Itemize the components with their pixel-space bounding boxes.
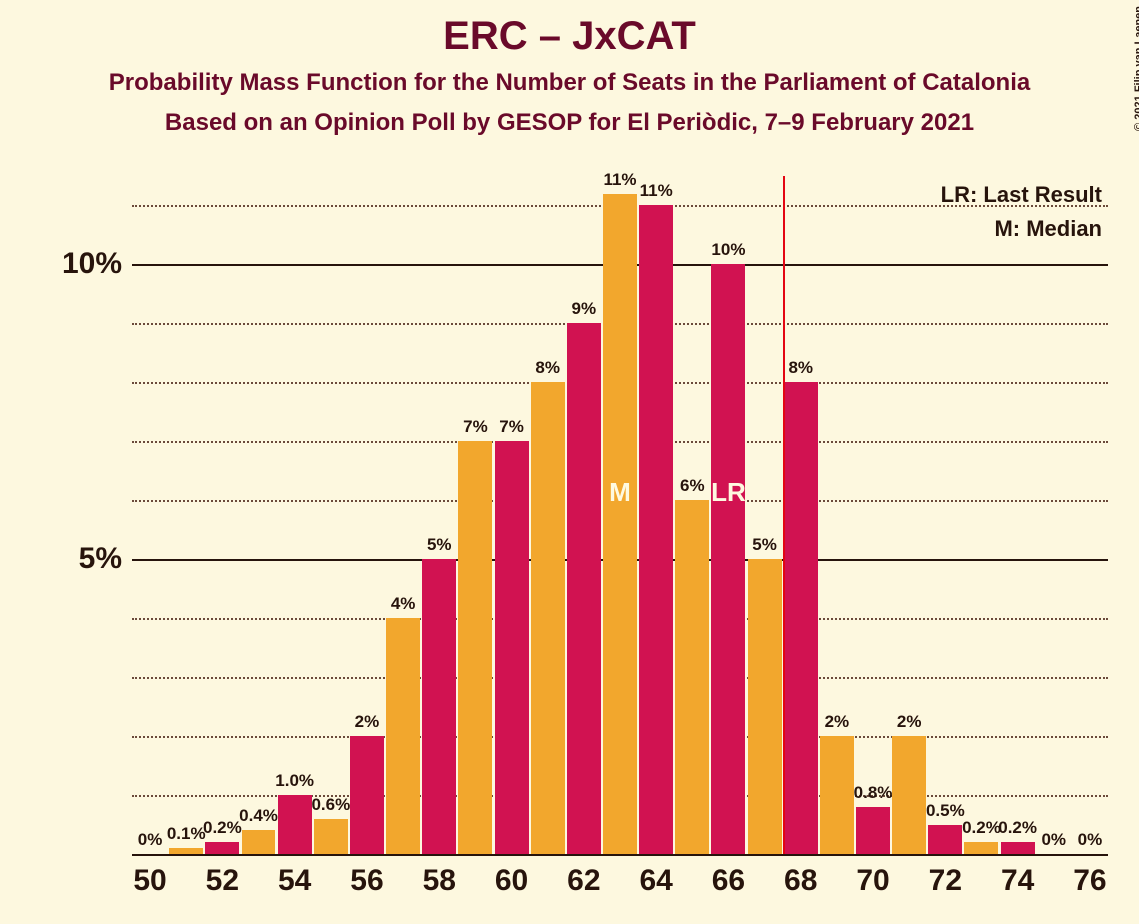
bar-value-label: 0.8%	[854, 783, 893, 803]
bar-value-label: 0.2%	[998, 818, 1037, 838]
chart-subtitle-1: Probability Mass Function for the Number…	[0, 59, 1139, 97]
x-axis-tick-label: 68	[784, 864, 817, 898]
bar-inner-label: M	[609, 477, 631, 508]
x-axis-tick-label: 56	[350, 864, 383, 898]
bar-value-label: 5%	[427, 535, 452, 555]
chart-subtitle-2: Based on an Opinion Poll by GESOP for El…	[0, 97, 1139, 137]
bar	[169, 848, 203, 854]
bar	[386, 618, 420, 854]
x-axis-tick-label: 60	[495, 864, 528, 898]
bar-value-label: 0.2%	[203, 818, 242, 838]
y-axis-tick-label: 5%	[79, 542, 122, 576]
bar	[892, 736, 926, 854]
bar	[278, 795, 312, 854]
x-axis-line	[132, 854, 1108, 856]
x-axis-tick-label: 62	[567, 864, 600, 898]
bar	[495, 441, 529, 854]
x-axis-tick-label: 50	[133, 864, 166, 898]
legend-entry: LR: Last Result	[941, 182, 1102, 208]
x-axis-tick-label: 70	[856, 864, 889, 898]
bar-value-label: 5%	[752, 535, 777, 555]
bar	[784, 382, 818, 854]
bar	[531, 382, 565, 854]
bar	[639, 205, 673, 854]
chart-canvas: ERC – JxCAT Probability Mass Function fo…	[0, 0, 1139, 924]
bar-value-label: 10%	[711, 240, 745, 260]
bar-value-label: 0.5%	[926, 801, 965, 821]
bar	[856, 807, 890, 854]
x-axis-tick-label: 58	[423, 864, 456, 898]
bar-value-label: 0%	[138, 830, 163, 850]
bar-value-label: 0.4%	[239, 806, 278, 826]
legend-entry: M: Median	[994, 216, 1102, 242]
copyright-text: © 2021 Filip van Laenen	[1133, 6, 1139, 131]
bar	[458, 441, 492, 854]
bar-value-label: 0%	[1078, 830, 1103, 850]
bar-inner-label: LR	[711, 477, 746, 508]
bar-value-label: 11%	[640, 181, 673, 201]
bar	[603, 194, 637, 854]
bar-value-label: 7%	[499, 417, 524, 437]
plot-area: 0%0.1%0.2%0.4%1.0%0.6%2%4%5%7%7%8%9%11%M…	[132, 176, 1108, 854]
bar	[748, 559, 782, 854]
bar-value-label: 0.6%	[311, 795, 350, 815]
x-axis-tick-label: 76	[1073, 864, 1106, 898]
bar-value-label: 1.0%	[275, 771, 314, 791]
bar-value-label: 11%	[603, 170, 636, 190]
bar	[242, 830, 276, 854]
bar-value-label: 2%	[825, 712, 850, 732]
bar-value-label: 8%	[788, 358, 813, 378]
bar-value-label: 4%	[391, 594, 416, 614]
bar-value-label: 0.1%	[167, 824, 206, 844]
bar-value-label: 6%	[680, 476, 705, 496]
bar	[350, 736, 384, 854]
bar	[964, 842, 998, 854]
bar-value-label: 0.2%	[962, 818, 1001, 838]
bar	[675, 500, 709, 854]
bar	[205, 842, 239, 854]
bar-value-label: 7%	[463, 417, 488, 437]
bar-value-label: 2%	[355, 712, 380, 732]
x-axis-tick-label: 74	[1001, 864, 1034, 898]
bar-value-label: 0%	[1041, 830, 1066, 850]
bar	[422, 559, 456, 854]
x-axis-tick-label: 52	[206, 864, 239, 898]
last-result-marker-line	[783, 176, 785, 854]
x-axis-tick-label: 54	[278, 864, 311, 898]
x-axis-tick-label: 64	[639, 864, 672, 898]
bar	[567, 323, 601, 854]
y-axis-tick-label: 10%	[62, 247, 122, 281]
bar-value-label: 9%	[572, 299, 597, 319]
chart-title: ERC – JxCAT	[0, 0, 1139, 59]
bar	[314, 819, 348, 854]
x-axis-tick-label: 72	[929, 864, 962, 898]
bar	[711, 264, 745, 854]
bar-value-label: 2%	[897, 712, 922, 732]
bar	[928, 825, 962, 854]
bar	[1001, 842, 1035, 854]
bar-value-label: 8%	[535, 358, 560, 378]
bar	[820, 736, 854, 854]
x-axis-tick-label: 66	[712, 864, 745, 898]
titles-block: ERC – JxCAT Probability Mass Function fo…	[0, 0, 1139, 137]
